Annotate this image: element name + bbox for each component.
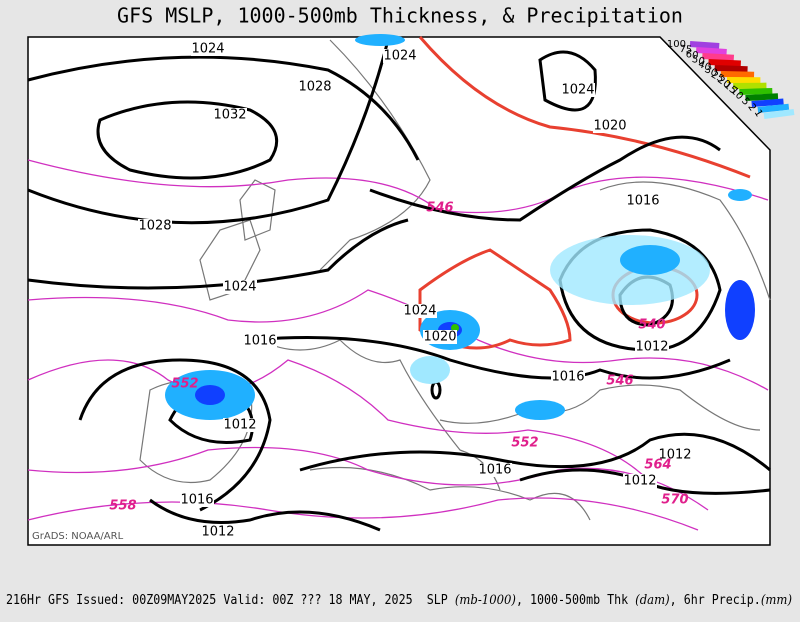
isobar-label: 1016 — [626, 194, 659, 209]
isobar-label: 1016 — [180, 493, 213, 508]
isobar-label: 1032 — [213, 108, 246, 123]
isobar-label: 1020 — [593, 119, 626, 134]
footer-run: 216Hr GFS Issued: 00Z09MAY2025 Valid: 00… — [6, 593, 413, 608]
legend-swatch — [715, 68, 748, 69]
isobar-label: 1024 — [383, 49, 416, 64]
thickness-label: 558 — [109, 499, 136, 514]
footer-thk: , 1000-500mb Thk — [516, 593, 628, 608]
legend-swatch — [721, 74, 754, 75]
isobar-label: 1024 — [403, 304, 436, 319]
legend-swatch — [764, 112, 794, 116]
footer-slp: SLP — [427, 593, 448, 608]
footer: 216Hr GFS Issued: 00Z09MAY2025 Valid: 00… — [6, 593, 792, 608]
legend-swatch — [702, 56, 734, 58]
thickness-label: 546 — [426, 201, 453, 216]
isobar-label: 1028 — [138, 219, 171, 234]
footer-precip-unit: (mm) — [761, 593, 792, 608]
isobar-label: 1024 — [561, 83, 594, 98]
isobar-label: 1016 — [243, 334, 276, 349]
thickness-label: 564 — [644, 458, 671, 473]
credit: GrADS: NOAA/ARL — [32, 531, 124, 542]
legend-swatch — [746, 96, 778, 98]
isobar-label: 1020 — [423, 330, 456, 345]
isobar-label: 1012 — [201, 525, 234, 540]
footer-slp-unit: (mb-1000) — [455, 593, 516, 608]
thickness-label: 540 — [638, 318, 665, 333]
isobar-label: 1024 — [223, 280, 256, 295]
thickness-label: 570 — [661, 493, 688, 508]
legend-swatch — [709, 62, 741, 64]
thickness-label: 552 — [171, 377, 198, 392]
thickness-label: 546 — [606, 374, 633, 389]
isobar-label: 1016 — [478, 463, 511, 478]
isobar-label: 1012 — [623, 474, 656, 489]
legend-swatch — [739, 91, 772, 92]
legend-swatch — [690, 44, 719, 46]
thickness-label: 552 — [511, 436, 538, 451]
isobar-label: 1028 — [298, 80, 331, 95]
footer-thk-unit: (dam) — [635, 593, 670, 608]
isobar-label: 1016 — [551, 370, 584, 385]
map-title: GFS MSLP, 1000-500mb Thickness, & Precip… — [117, 4, 683, 28]
legend-swatch — [696, 50, 726, 52]
isobar-label: 1012 — [223, 418, 256, 433]
footer-precip: , 6hr Precip. — [670, 593, 761, 608]
isobar-label: 1024 — [191, 42, 224, 57]
isobar-label: 1012 — [635, 340, 668, 355]
